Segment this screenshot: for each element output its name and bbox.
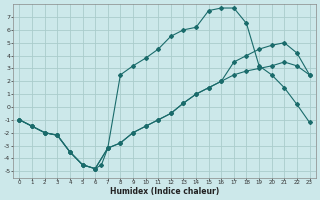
X-axis label: Humidex (Indice chaleur): Humidex (Indice chaleur) [110, 187, 219, 196]
